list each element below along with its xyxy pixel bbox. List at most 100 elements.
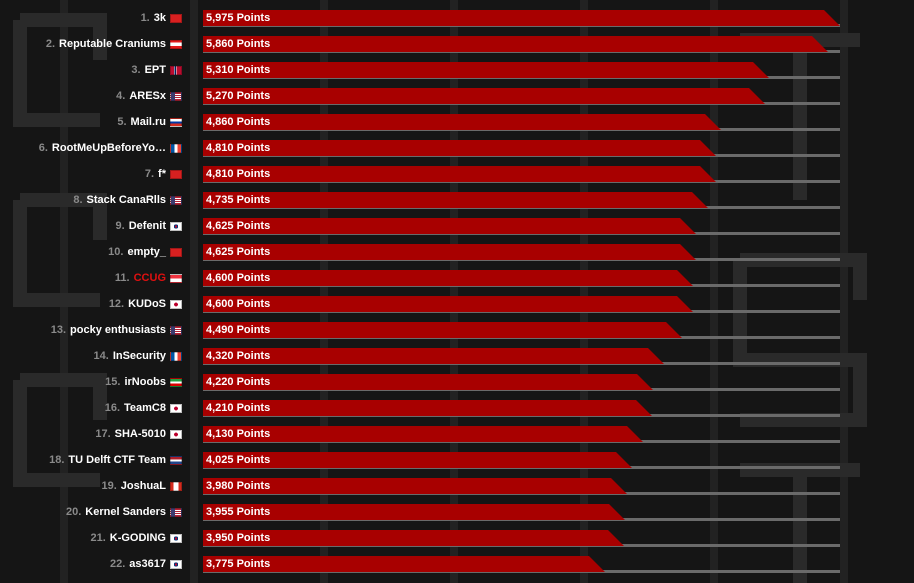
team-label: 8. Stack CanaRlls (0, 187, 182, 213)
flag-netherlands-icon (170, 455, 182, 465)
leaderboard-row[interactable]: 11. CCUG 4,600 Points (0, 265, 914, 291)
score-points: 4,810 Points (206, 142, 271, 154)
team-label: 6. RootMeUpBeforeYo… (0, 135, 182, 161)
score-bar (203, 140, 716, 156)
flag-usa-icon (170, 91, 182, 101)
team-name[interactable]: Mail.ru (130, 116, 166, 128)
team-label: 3. EPT (0, 57, 182, 83)
team-name[interactable]: TU Delft CTF Team (68, 454, 166, 466)
team-rank: 6. (38, 142, 48, 154)
team-label: 13. pocky enthusiasts (0, 317, 182, 343)
team-label: 7. f* (0, 161, 182, 187)
team-label: 16. TeamC8 (0, 395, 182, 421)
team-label: 15. irNoobs (0, 369, 182, 395)
leaderboard-row[interactable]: 13. pocky enthusiasts 4,490 Points (0, 317, 914, 343)
team-rank: 21. (90, 532, 106, 544)
team-rank: 4. (116, 90, 126, 102)
team-name[interactable]: InSecurity (112, 350, 166, 362)
score-points: 4,625 Points (206, 220, 271, 232)
team-name[interactable]: RootMeUpBeforeYo… (51, 142, 166, 154)
team-rank: 20. (66, 506, 82, 518)
team-label: 4. ARESx (0, 83, 182, 109)
leaderboard-row[interactable]: 8. Stack CanaRlls 4,735 Points (0, 187, 914, 213)
score-bar (203, 322, 682, 338)
team-rank: 19. (101, 480, 117, 492)
team-name[interactable]: Kernel Sanders (85, 506, 166, 518)
team-rank: 1. (140, 12, 150, 24)
team-name[interactable]: SHA-5010 (114, 428, 166, 440)
flag-france-icon (170, 351, 182, 361)
team-name[interactable]: Stack CanaRlls (86, 194, 166, 206)
score-bar (203, 504, 625, 520)
flag-korea-icon (170, 559, 182, 569)
team-name[interactable]: EPT (144, 64, 166, 76)
leaderboard-row[interactable]: 9. Defenit 4,625 Points (0, 213, 914, 239)
leaderboard-row[interactable]: 2. Reputable Craniums 5,860 Points (0, 31, 914, 57)
team-label: 1. 3k (0, 5, 182, 31)
team-name[interactable]: CCUG (133, 272, 166, 284)
team-label: 2. Reputable Craniums (0, 31, 182, 57)
score-points: 3,955 Points (206, 506, 271, 518)
team-rank: 16. (104, 402, 121, 414)
team-label: 11. CCUG (0, 265, 182, 291)
team-name[interactable]: JoshuaL (120, 480, 166, 492)
leaderboard-row[interactable]: 21. K-GODING 3,950 Points (0, 525, 914, 551)
leaderboard-row[interactable]: 19. JoshuaL 3,980 Points (0, 473, 914, 499)
leaderboard-row[interactable]: 5. Mail.ru 4,860 Points (0, 109, 914, 135)
leaderboard-row[interactable]: 4. ARESx 5,270 Points (0, 83, 914, 109)
leaderboard-row[interactable]: 3. EPT 5,310 Points (0, 57, 914, 83)
team-rank: 7. (144, 168, 155, 180)
leaderboard-row[interactable]: 10. empty_ 4,625 Points (0, 239, 914, 265)
leaderboard-row[interactable]: 22. as3617 3,775 Points (0, 551, 914, 577)
team-name[interactable]: pocky enthusiasts (70, 324, 166, 336)
team-name[interactable]: ARESx (129, 90, 166, 102)
score-bar (203, 530, 624, 546)
team-rank: 18. (49, 454, 65, 466)
team-name[interactable]: as3617 (129, 558, 166, 570)
team-name[interactable]: TeamC8 (124, 402, 166, 414)
flag-lebanon-icon (170, 39, 182, 49)
score-bar (203, 426, 643, 442)
team-rank: 15. (105, 376, 121, 388)
score-bar (203, 400, 652, 416)
team-label: 9. Defenit (0, 213, 182, 239)
leaderboard-row[interactable]: 1. 3k 5,975 Points (0, 5, 914, 31)
score-points: 4,600 Points (206, 298, 271, 310)
team-name[interactable]: f* (158, 168, 166, 180)
team-rank: 12. (108, 298, 125, 310)
flag-japan-icon (170, 403, 182, 413)
score-points: 5,860 Points (206, 38, 271, 50)
leaderboard-row[interactable]: 7. f* 4,810 Points (0, 161, 914, 187)
leaderboard-row[interactable]: 16. TeamC8 4,210 Points (0, 395, 914, 421)
team-name[interactable]: K-GODING (109, 532, 166, 544)
flag-russia-icon (170, 117, 182, 127)
leaderboard-row[interactable]: 15. irNoobs 4,220 Points (0, 369, 914, 395)
team-name[interactable]: 3k (153, 12, 166, 24)
score-bar (203, 192, 708, 208)
leaderboard-row[interactable]: 18. TU Delft CTF Team 4,025 Points (0, 447, 914, 473)
team-name[interactable]: KUDoS (128, 298, 166, 310)
leaderboard-row[interactable]: 6. RootMeUpBeforeYo… 4,810 Points (0, 135, 914, 161)
score-points: 5,270 Points (206, 90, 271, 102)
team-rank: 22. (109, 558, 126, 570)
team-name[interactable]: Reputable Craniums (59, 38, 166, 50)
team-rank: 3. (131, 64, 141, 76)
team-name[interactable]: irNoobs (124, 376, 166, 388)
team-rank: 9. (115, 220, 125, 232)
score-bar (203, 62, 769, 78)
leaderboard-row[interactable]: 17. SHA-5010 4,130 Points (0, 421, 914, 447)
team-label: 20. Kernel Sanders (0, 499, 182, 525)
score-points: 4,625 Points (206, 246, 271, 258)
score-bar (203, 296, 693, 312)
score-points: 4,220 Points (206, 376, 271, 388)
team-name[interactable]: Defenit (128, 220, 166, 232)
score-points: 4,490 Points (206, 324, 271, 336)
leaderboard-row[interactable]: 12. KUDoS 4,600 Points (0, 291, 914, 317)
leaderboard-row[interactable]: 20. Kernel Sanders 3,955 Points (0, 499, 914, 525)
leaderboard-row[interactable]: 14. InSecurity 4,320 Points (0, 343, 914, 369)
score-bar (203, 478, 627, 494)
team-name[interactable]: empty_ (127, 246, 166, 258)
team-label: 22. as3617 (0, 551, 182, 577)
team-label: 12. KUDoS (0, 291, 182, 317)
flag-singapore-icon (170, 273, 182, 283)
